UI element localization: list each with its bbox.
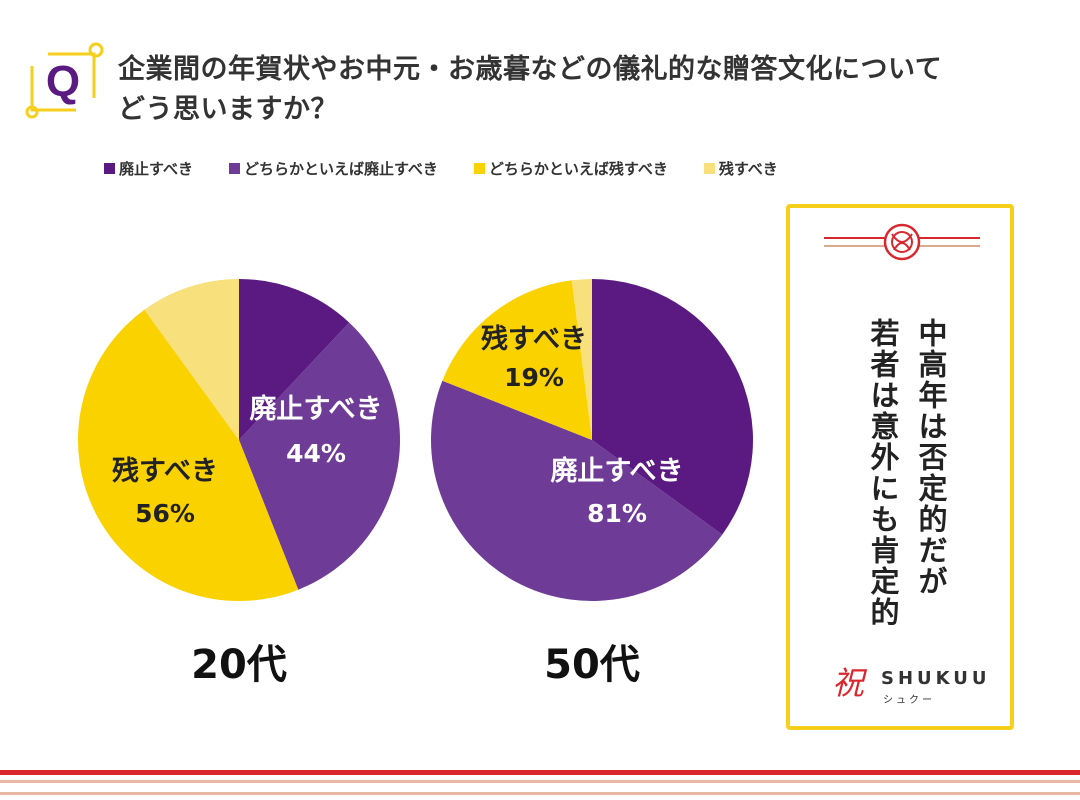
pie-slice xyxy=(239,279,350,440)
question-line-2: どう思いますか？ xyxy=(118,94,338,125)
pie-data-label: 44% xyxy=(286,439,346,468)
pie-chart-title: 50代 xyxy=(544,642,640,688)
mizuhiki-knot-icon xyxy=(824,223,980,261)
legend-swatch xyxy=(228,163,240,174)
legend-swatch xyxy=(104,163,115,174)
legend-swatch xyxy=(473,163,485,174)
pie-data-label: 81% xyxy=(587,499,647,528)
legend-item: どちらかといえば残すべき xyxy=(473,158,668,179)
card-text-line-1: 中高年は否定的だが xyxy=(914,318,948,597)
pie-slice xyxy=(571,279,592,440)
summary-card xyxy=(786,204,1014,730)
pie-slice xyxy=(431,380,723,601)
logo-wordmark: SHUKUU xyxy=(881,668,991,689)
legend-swatch xyxy=(703,163,715,174)
legend-item: 残すべき xyxy=(703,158,778,179)
pie-slice xyxy=(592,279,753,535)
bottom-stripe-beige-2 xyxy=(0,792,1080,795)
pie-data-label: 残すべき xyxy=(112,456,218,487)
question-line-1: 企業間の年賀状やお中元・お歳暮などの儀礼的な贈答文化について xyxy=(118,54,943,85)
pie-data-label: 廃止すべき xyxy=(249,393,382,425)
question-title: 企業間の年賀状やお中元・お歳暮などの儀礼的な贈答文化について どう思いますか？ xyxy=(118,50,942,130)
shukuu-logo-icon: 祝 xyxy=(832,664,868,702)
legend: 廃止すべき どちらかといえば廃止すべき どちらかといえば残すべき 残すべき xyxy=(104,158,814,179)
legend-item: 廃止すべき xyxy=(104,158,193,179)
bottom-stripe-beige xyxy=(0,780,1080,783)
question-badge-letter: Q xyxy=(46,57,80,106)
pie-slice xyxy=(144,279,239,440)
pie-slice xyxy=(442,280,592,440)
legend-label: どちらかといえば残すべき xyxy=(488,160,668,178)
legend-item: どちらかといえば廃止すべき xyxy=(228,158,438,179)
bottom-stripe-red xyxy=(0,770,1080,775)
pie-data-label: 56% xyxy=(135,499,195,528)
logo-mark: 祝 xyxy=(832,664,868,702)
card-text-line-2: 若者は意外にも肯定的 xyxy=(866,318,900,628)
legend-label: どちらかといえば廃止すべき xyxy=(243,160,438,178)
pie-slice xyxy=(239,322,401,590)
legend-label: 残すべき xyxy=(718,160,778,178)
pie-slice xyxy=(77,309,299,602)
pie-chart-title: 20代 xyxy=(191,642,287,688)
legend-label: 廃止すべき xyxy=(119,160,193,178)
pie-data-label: 廃止すべき xyxy=(550,455,683,487)
question-badge-icon: Q xyxy=(25,42,104,119)
pie-data-label: 残すべき xyxy=(481,324,587,355)
pie-data-label: 19% xyxy=(504,363,564,392)
logo-kana: シュクー xyxy=(883,695,935,706)
